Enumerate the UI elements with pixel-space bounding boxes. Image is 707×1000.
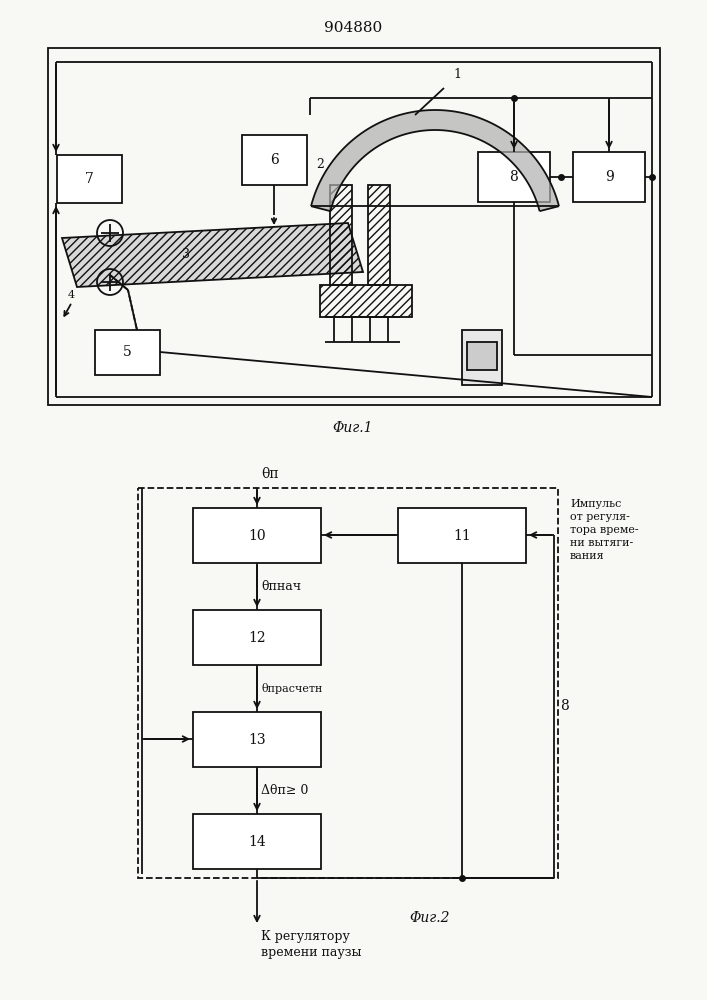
Text: 7: 7 — [85, 172, 94, 186]
Text: 904880: 904880 — [324, 21, 382, 35]
Bar — [193, 814, 321, 869]
Text: 8: 8 — [560, 699, 568, 713]
Text: 4: 4 — [68, 290, 75, 300]
Bar — [478, 152, 550, 202]
Text: 2: 2 — [316, 158, 324, 171]
Bar — [193, 610, 321, 665]
Text: 8: 8 — [510, 170, 518, 184]
Text: Φиг.1: Φиг.1 — [333, 421, 373, 435]
Text: 1: 1 — [453, 68, 461, 81]
Polygon shape — [311, 110, 559, 211]
Text: 10: 10 — [248, 528, 266, 542]
Text: 14: 14 — [248, 834, 266, 848]
Text: 3: 3 — [182, 248, 190, 261]
Text: 5: 5 — [123, 346, 132, 360]
Bar — [320, 285, 412, 317]
Bar — [57, 155, 122, 203]
Bar — [573, 152, 645, 202]
Bar — [138, 488, 558, 878]
Text: θпнач: θпнач — [261, 580, 301, 592]
Text: 12: 12 — [248, 631, 266, 645]
Bar — [242, 135, 307, 185]
Text: 13: 13 — [248, 732, 266, 746]
Text: Импульс
от регуля-
тора време-
ни вытяги-
вания: Импульс от регуля- тора време- ни вытяги… — [570, 499, 638, 561]
Bar — [193, 712, 321, 767]
Bar — [467, 342, 497, 370]
Bar — [368, 185, 390, 285]
Text: К регулятору
времени паузы: К регулятору времени паузы — [261, 930, 361, 959]
Text: Φиг.2: Φиг.2 — [410, 911, 450, 925]
Bar — [48, 48, 660, 405]
Text: 9: 9 — [604, 170, 614, 184]
Bar — [95, 330, 160, 375]
Bar — [398, 508, 526, 563]
Polygon shape — [62, 223, 363, 287]
Bar — [462, 330, 502, 385]
Text: 11: 11 — [453, 528, 471, 542]
Text: θпрасчетн: θпрасчетн — [261, 682, 322, 694]
Text: 6: 6 — [270, 153, 279, 167]
Text: Δθп≥ 0: Δθп≥ 0 — [261, 784, 308, 796]
Text: θп: θп — [261, 467, 279, 481]
Bar — [193, 508, 321, 563]
Bar — [330, 185, 352, 285]
